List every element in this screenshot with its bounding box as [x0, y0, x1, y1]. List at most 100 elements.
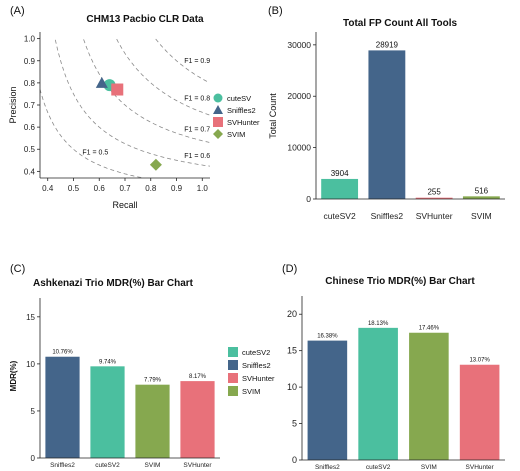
x-tick-label: 0.6	[94, 184, 106, 193]
y-tick-label: 0.4	[24, 167, 36, 176]
x-tick-label: 0.8	[145, 184, 157, 193]
panel-a-label: (A)	[10, 5, 25, 17]
data-label: 16.38%	[317, 334, 338, 340]
x-axis-label: Recall	[112, 200, 137, 210]
x-tick-label: 0.7	[119, 184, 131, 193]
x-tick-label: cuteSV2	[366, 464, 391, 471]
legend-label: SVHunter	[242, 374, 275, 383]
y-tick-label: 0	[292, 455, 297, 465]
y-tick-label: 0	[31, 454, 36, 463]
f1-curve	[155, 38, 210, 84]
f1-curve	[83, 39, 210, 143]
bar-cutesv2	[90, 366, 125, 458]
legend-marker	[213, 105, 223, 114]
legend-swatch	[228, 360, 238, 370]
x-ticks: Sniffles2 cuteSV2 SVIM SVHunter	[315, 464, 495, 471]
panel-a-title: CHM13 Pacbio CLR Data	[86, 14, 204, 25]
bar-svim	[409, 332, 449, 460]
f1-label: F1 = 0.9	[184, 58, 210, 65]
panel-d: (D) Chinese Trio MDR(%) Bar Chart 16.38%…	[282, 263, 505, 471]
legend-marker	[213, 117, 223, 127]
f1-label: F1 = 0.5	[82, 149, 108, 156]
y-tick-label: 0	[306, 194, 311, 204]
y-tick-label: 0.7	[24, 101, 36, 110]
legend: cuteSV2 Sniffles2 SVHunter SVIM	[228, 347, 275, 396]
bar-svhunter	[180, 381, 215, 458]
scatter-points	[95, 76, 162, 171]
panel-c: (C) Ashkenazi Trio MDR(%) Bar Chart 10.7…	[9, 263, 275, 469]
bars: 3904 28919 255 516	[321, 40, 500, 199]
f1-curves: F1 = 0.5 F1 = 0.6 F1 = 0.7 F1 = 0.8 F1 = 0.9	[39, 38, 210, 179]
legend-marker	[213, 129, 223, 139]
x-tick-label: SVHunter	[183, 462, 212, 469]
data-label: 7.79%	[144, 378, 162, 384]
y-ticks: 0 5 10 15	[26, 313, 40, 463]
y-tick-label: 0.6	[24, 123, 36, 132]
legend-label: SVHunter	[227, 118, 260, 127]
panel-d-label: (D)	[282, 263, 297, 275]
y-tick-label: 10	[26, 360, 35, 369]
y-tick-label: 1.0	[24, 35, 36, 44]
data-label: 516	[475, 186, 489, 195]
x-tick-label: SVIM	[145, 462, 161, 469]
point-sniffles2	[95, 76, 108, 88]
data-label: 255	[427, 188, 441, 197]
y-tick-label: 5	[31, 407, 36, 416]
y-axis-label: MDR(%)	[9, 360, 18, 391]
data-label: 3904	[331, 169, 349, 178]
legend-label: cuteSV	[227, 94, 251, 103]
point-svhunter	[111, 83, 124, 96]
data-label: 10.76%	[52, 350, 73, 356]
y-axis-label: Precision	[8, 86, 18, 123]
y-axis-label: Total Count	[268, 93, 278, 139]
legend-label: SVIM	[227, 130, 245, 139]
x-ticks: Sniffles2 cuteSV2 SVIM SVHunter	[50, 462, 212, 469]
f1-curve	[54, 39, 210, 167]
legend-marker	[213, 93, 223, 103]
bar-cutesv2	[321, 178, 359, 199]
legend-label: SVIM	[242, 387, 260, 396]
x-tick-label: 0.4	[42, 184, 54, 193]
x-tick-label: SVHunter	[466, 464, 495, 471]
bar-sniffles2	[45, 356, 80, 458]
y-tick-label: 20000	[287, 91, 311, 101]
bar-svhunter	[459, 364, 500, 460]
x-tick-label: 0.5	[68, 184, 80, 193]
bar-sniffles2	[368, 50, 406, 199]
bars: 16.38% 18.13% 17.46% 13.07%	[307, 321, 500, 460]
bar-svim	[135, 384, 170, 458]
x-tick-label: SVIM	[421, 464, 437, 471]
x-tick-label: SVHunter	[416, 211, 453, 221]
panel-b: (B) Total FP Count All Tools 3904 28919 25…	[268, 5, 505, 221]
bar-cutesv2	[358, 327, 398, 460]
x-tick-label: 1.0	[197, 184, 209, 193]
panel-c-label: (C)	[10, 263, 25, 275]
f1-label: F1 = 0.8	[184, 96, 210, 103]
y-tick-label: 15	[287, 346, 297, 356]
panel-d-title: Chinese Trio MDR(%) Bar Chart	[325, 276, 475, 287]
y-tick-label: 30000	[287, 40, 311, 50]
y-tick-label: 0.9	[24, 57, 36, 66]
data-label: 28919	[376, 40, 399, 49]
legend-swatch	[228, 386, 238, 396]
f1-label: F1 = 0.6	[184, 153, 210, 160]
x-ticks: 0.4 0.5 0.6 0.7 0.8 0.9 1.0	[42, 178, 208, 193]
x-tick-label: Sniffles2	[50, 462, 75, 469]
y-tick-label: 5	[292, 419, 297, 429]
y-tick-label: 20	[287, 309, 297, 319]
data-label: 17.46%	[419, 326, 440, 332]
bars: 10.76% 9.74% 7.79% 8.17%	[45, 350, 215, 458]
f1-curve	[116, 38, 210, 116]
data-label: 8.17%	[189, 374, 207, 380]
x-tick-label: cuteSV2	[324, 211, 356, 221]
legend-label: Sniffles2	[242, 361, 271, 370]
y-ticks: 0 10000 20000 30000	[287, 40, 316, 204]
panel-b-title: Total FP Count All Tools	[343, 18, 458, 29]
data-label: 18.13%	[368, 321, 389, 327]
panel-a: (A) CHM13 Pacbio CLR Data F1 = 0.5 F1 = 0…	[8, 5, 260, 210]
data-label: 9.74%	[99, 359, 117, 365]
y-ticks: 0 5 10 15 20	[287, 309, 302, 465]
panel-c-title: Ashkenazi Trio MDR(%) Bar Chart	[33, 278, 194, 289]
y-tick-label: 0.8	[24, 79, 36, 88]
panel-b-label: (B)	[268, 5, 283, 17]
